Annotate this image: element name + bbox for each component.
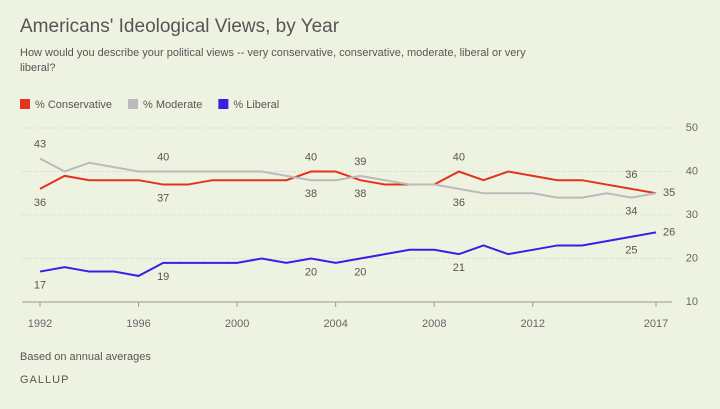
y-tick-label: 40 [686, 165, 698, 177]
legend-swatch [218, 99, 229, 109]
data-label: 36 [453, 197, 465, 209]
legend-swatch [20, 99, 30, 109]
data-label: 40 [453, 151, 465, 163]
y-tick-label: 30 [686, 209, 698, 221]
series-line [39, 157, 657, 199]
x-tick-label: 1992 [28, 318, 52, 330]
note: Based on annual averages [20, 351, 151, 363]
y-tick-label: 50 [686, 122, 698, 134]
legend-label: % Conservative [35, 99, 112, 111]
x-tick-label: 2004 [323, 318, 347, 330]
y-tick-label: 10 [686, 296, 698, 308]
source: GALLUP [20, 374, 69, 386]
data-label: 39 [354, 156, 366, 168]
x-tick-label: 2017 [644, 318, 668, 330]
series-line [39, 231, 657, 277]
data-label: 38 [354, 188, 366, 200]
legend-swatch [128, 99, 139, 109]
legend-label: % Moderate [143, 99, 202, 111]
data-label: 25 [625, 245, 637, 257]
data-label: 40 [305, 151, 317, 163]
data-label: 36 [34, 197, 46, 209]
chart-title: Americans' Ideological Views, by Year [20, 16, 340, 37]
data-label: 40 [157, 151, 169, 163]
data-label: 36 [625, 169, 637, 181]
subtitle-box: How would you describe your political vi… [20, 47, 526, 74]
x-tick-label: 1996 [126, 318, 150, 330]
data-label: 35 [663, 187, 675, 199]
data-label: 20 [354, 266, 366, 278]
data-label: 17 [34, 279, 46, 291]
data-label: 34 [625, 206, 637, 218]
data-label: 19 [157, 271, 169, 283]
x-tick-label: 2012 [521, 318, 545, 330]
y-tick-label: 20 [686, 252, 698, 264]
x-tick-label: 2008 [422, 318, 446, 330]
data-label: 21 [453, 262, 465, 274]
data-label: 37 [157, 192, 169, 204]
data-label: 43 [34, 138, 46, 150]
legend-label: % Liberal [233, 99, 279, 111]
series-line [39, 170, 657, 195]
data-label: 26 [663, 226, 675, 238]
data-label: 38 [305, 188, 317, 200]
x-tick-label: 2000 [225, 318, 249, 330]
data-label: 20 [305, 266, 317, 278]
chart-subtitle: How would you describe your political vi… [20, 47, 526, 74]
